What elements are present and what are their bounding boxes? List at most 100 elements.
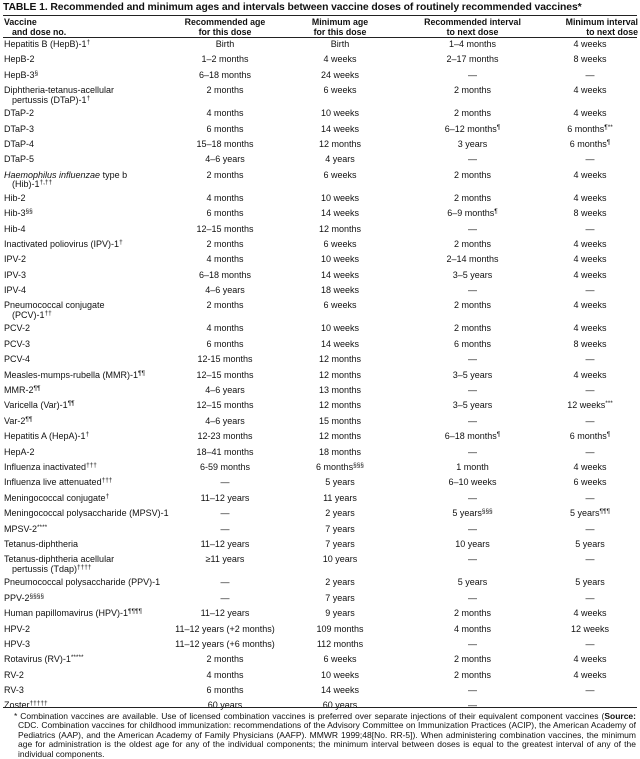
table-row: IPV-3 6–18 months 14 weeks 3–5 years 4 weeks (0, 269, 640, 286)
minimum-age: 14 weeks (280, 339, 400, 350)
recommended-interval: — (410, 524, 535, 535)
table-row: Diphtheria-tetanus-acellular pertussis (D… (0, 85, 640, 109)
vaccine-name-line: Hib-4 (4, 224, 194, 235)
recommended-interval: 2 months (410, 239, 535, 250)
recommended-interval: 2 months (410, 301, 535, 311)
recommended-interval-value: — (468, 415, 477, 426)
recommended-interval-value: — (468, 592, 477, 603)
recommended-interval-value: — (468, 285, 477, 296)
minimum-interval-value: — (585, 554, 595, 565)
minimum-interval-value: 4 weeks (573, 323, 607, 334)
recommended-age-value: 11–12 years (200, 608, 250, 619)
vaccine-name-line: Haemophilus influenzae type b (4, 170, 194, 181)
minimum-interval: — (540, 416, 640, 427)
minimum-age: Birth (280, 39, 400, 50)
vaccine-name-text: HepB-3 (4, 69, 35, 80)
footnote-marker: † (85, 431, 90, 439)
vaccine-name-line: HPV-2 (4, 623, 194, 635)
recommended-age-value: 4–6 years (205, 415, 245, 426)
recommended-interval: — (410, 70, 535, 81)
minimum-age: 12 months (280, 224, 400, 235)
recommended-age-value: 60 years (207, 700, 243, 711)
minimum-age-value: 11 years (323, 492, 357, 503)
minimum-age: 14 weeks (280, 270, 400, 281)
footnote-marker: ¶¶¶¶ (128, 608, 143, 616)
minimum-interval: — (540, 639, 640, 650)
recommended-age-value: 6 months (206, 208, 244, 219)
recommended-age: 11–12 years (+2 months) (160, 624, 290, 635)
vaccine-name: HepA-2 (4, 447, 194, 458)
recommended-interval-value: 6–18 months (444, 431, 497, 442)
recommended-interval-value: 2 months (453, 669, 492, 680)
recommended-interval-value: — (468, 385, 477, 396)
recommended-age-value: 11–12 years (200, 492, 250, 503)
header-minimum-age: Minimum age for this dose (311, 17, 369, 37)
recommended-interval-value: 3–5 years (452, 400, 493, 411)
vaccine-name: Pneumococcal conjugate (PCV)-1†† (4, 301, 194, 320)
minimum-interval-value: 4 weeks (573, 461, 607, 472)
vaccine-name: Meningococcal polysaccharide (MPSV)-1 (4, 508, 194, 519)
vaccine-name: Varicella (Var)-1¶¶ (4, 401, 194, 411)
table-row: Pneumococcal polysaccharide (PPV)-1 — 2 ye… (0, 578, 640, 593)
minimum-age: 10 weeks (280, 193, 400, 204)
minimum-interval: 4 weeks (540, 170, 640, 181)
footnote: * Combination vaccines are available. Us… (14, 711, 636, 759)
footnote-marker: ¶ (606, 138, 611, 146)
recommended-interval: 3–5 years (410, 270, 535, 281)
vaccine-name-text: Hib-2 (4, 192, 26, 203)
recommended-interval: 5 years§§§ (410, 508, 535, 519)
recommended-interval: 6–18 months¶ (410, 431, 535, 442)
recommended-age-value: 15–18 months (196, 138, 254, 149)
minimum-age-value: 9 years (325, 608, 355, 619)
minimum-interval-value: 6 weeks (573, 477, 607, 488)
recommended-age: 4–6 years (160, 155, 290, 165)
recommended-age: 4–6 years (160, 385, 290, 396)
minimum-interval-value: — (585, 354, 595, 365)
vaccine-name-text: Hepatitis B (HepB)-1 (4, 39, 87, 49)
recommended-interval: 4 months (410, 623, 535, 635)
vaccine-name-text: PPV-2 (4, 592, 30, 603)
recommended-age-value: 12–15 months (196, 223, 254, 234)
minimum-age: 6 weeks (280, 85, 400, 96)
minimum-age: 7 years (280, 524, 400, 535)
vaccine-name-line: HepB-3§ (4, 69, 194, 81)
minimum-age: 14 weeks (280, 685, 400, 696)
header-recommended-age: Recommended age for this dose (184, 17, 266, 37)
minimum-interval-value: 4 weeks (573, 369, 607, 380)
minimum-interval: — (540, 385, 640, 396)
vaccine-name-text: HPV-2 (4, 623, 31, 634)
recommended-interval: 2 months (410, 655, 535, 665)
vaccine-name-line: DTaP-4 (4, 139, 194, 150)
minimum-age-value: Birth (330, 39, 350, 49)
divider (3, 707, 637, 708)
vaccine-name-text: Human papillomavirus (HPV)-1 (4, 608, 129, 619)
footnote-marker: ¶¶ (33, 385, 41, 393)
minimum-age: 4 weeks (280, 55, 400, 65)
vaccine-name-text: PCV-3 (4, 338, 31, 349)
vaccine-name: Rotavirus (RV)-1***** (4, 655, 194, 665)
footnote-marker: ¶ (496, 431, 501, 439)
table-row: Influenza inactivated††† 6-59 months 6 mon… (0, 461, 640, 478)
vaccine-name-text: IPV-3 (4, 269, 27, 280)
vaccine-name: Measles-mumps-rubella (MMR)-1¶¶ (4, 370, 194, 381)
vaccine-name-line: Influenza inactivated††† (4, 462, 194, 473)
minimum-interval-value: 6 months (569, 431, 607, 442)
vaccine-name-text: pertussis (Tdap) (12, 563, 78, 574)
minimum-age-value: 12 months (318, 369, 362, 380)
recommended-age-value: ≥11 years (205, 554, 245, 565)
minimum-interval: — (540, 70, 640, 81)
minimum-interval-value: — (585, 523, 595, 534)
minimum-age-value: 14 weeks (320, 208, 360, 219)
recommended-interval: 2 months (410, 193, 535, 204)
vaccine-name: PCV-4 (4, 355, 194, 365)
table-row: Haemophilus influenzae type b (Hib)-1†,††… (0, 170, 640, 194)
vaccine-name: Zoster††††† (4, 701, 194, 711)
recommended-interval: 6–9 months¶ (410, 208, 535, 219)
vaccine-name: DTaP-4 (4, 139, 194, 150)
table-row: Influenza live attenuated††† — 5 years 6–10… (0, 478, 640, 493)
minimum-age: 10 weeks (280, 670, 400, 681)
vaccine-name: RV-3 (4, 685, 194, 696)
vaccine-name-line: DTaP-5 (4, 155, 194, 165)
footnote-marker: §§§§ (29, 592, 44, 600)
recommended-interval-value: 4 months (453, 623, 492, 634)
